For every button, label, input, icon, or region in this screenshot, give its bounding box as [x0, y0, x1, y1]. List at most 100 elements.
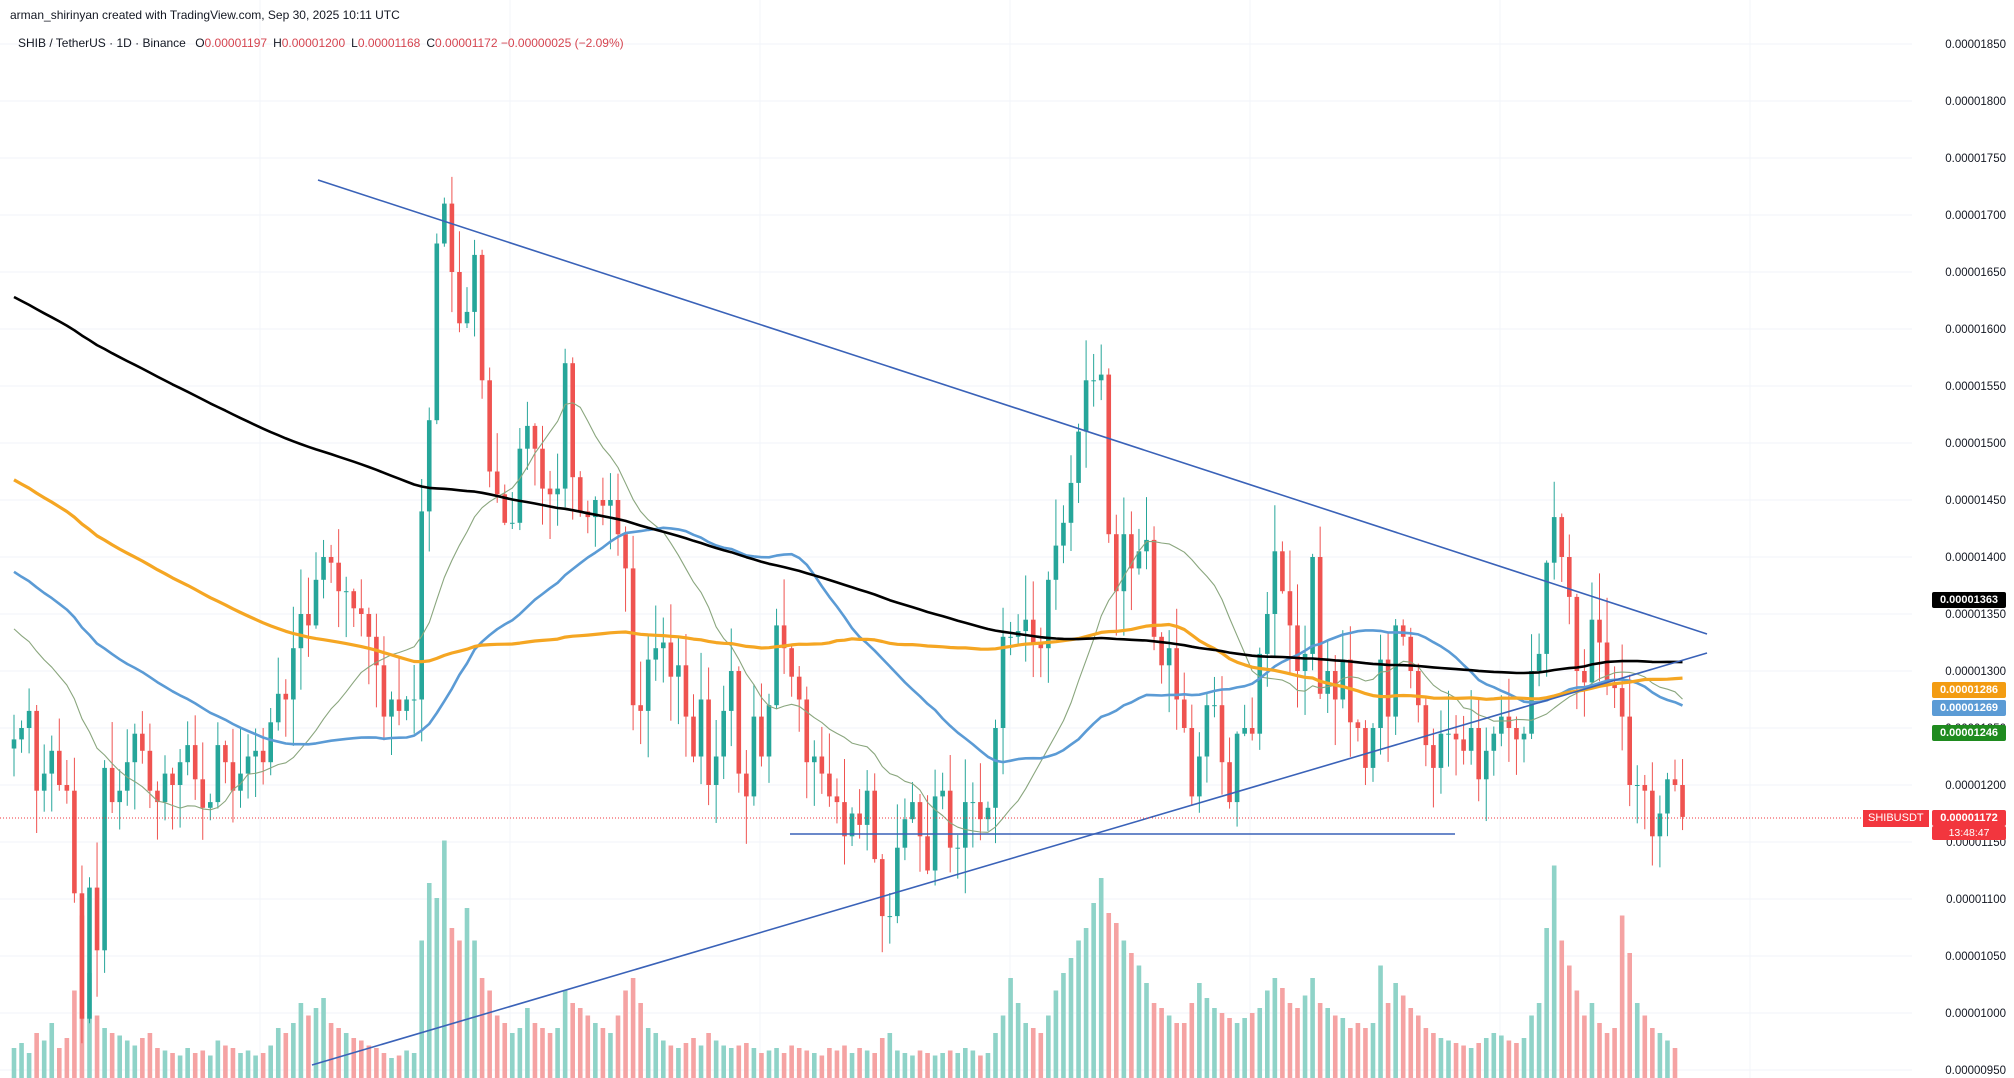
- y-tick-label: 0.00001650: [1945, 267, 2006, 279]
- volume-bar: [638, 1003, 643, 1078]
- volume-bar: [706, 1033, 711, 1078]
- volume-bar: [1582, 1015, 1587, 1078]
- candle-body: [970, 802, 976, 804]
- volume-bar: [1098, 878, 1104, 1078]
- ohlc-value-4: −0.00000025 (−2.09%): [500, 36, 624, 50]
- ma20-line[interactable]: [13, 402, 1683, 833]
- volume-bar: [1416, 1015, 1421, 1078]
- volume-bar: [932, 1055, 938, 1078]
- candle-body: [1634, 785, 1640, 786]
- candle-body: [192, 745, 198, 780]
- y-tick-label: 0.00001750: [1945, 153, 2006, 165]
- volume-bar: [1023, 1023, 1028, 1078]
- volume-bar: [1265, 990, 1270, 1078]
- chart-grid: [0, 0, 1912, 1078]
- volume-bar: [411, 1053, 417, 1078]
- candle-body: [1483, 750, 1489, 780]
- candle-body: [472, 254, 477, 312]
- volume-bar: [1129, 953, 1134, 1078]
- volume-bar: [238, 1053, 243, 1078]
- volume-bar: [1378, 965, 1383, 1078]
- candle-body: [728, 671, 734, 711]
- volume-bar: [147, 1033, 153, 1078]
- candle-body: [517, 448, 523, 523]
- candle-body: [328, 557, 334, 563]
- volume-bar: [321, 998, 326, 1078]
- candle-body: [759, 716, 764, 757]
- candle-body: [1672, 779, 1678, 785]
- candle-body: [404, 699, 409, 711]
- candle-body: [215, 745, 221, 803]
- candle-body: [79, 893, 85, 1019]
- volume-bar: [683, 1043, 689, 1078]
- ma200-line[interactable]: [13, 295, 1683, 675]
- volume-bar: [366, 1045, 372, 1078]
- lower-trendline[interactable]: [311, 652, 1708, 1066]
- candle-body: [1265, 614, 1270, 654]
- volume-bar: [1280, 988, 1285, 1078]
- volume-bar: [419, 940, 424, 1078]
- candle-body: [1363, 728, 1368, 768]
- candle-body: [223, 745, 228, 763]
- volume-bar: [132, 1045, 138, 1078]
- volume-bar: [547, 1033, 553, 1078]
- price-axis[interactable]: 0.00001850 0.00001800 0.00001750 0.00001700…: [1945, 39, 2006, 1077]
- candle-body: [1272, 551, 1278, 614]
- volume-bar: [1461, 1045, 1466, 1078]
- volume-bar: [774, 1048, 779, 1078]
- candle-body: [1544, 562, 1549, 654]
- candle-body: [1340, 659, 1346, 700]
- ma50-line[interactable]: [13, 526, 1684, 764]
- candle-body: [502, 494, 508, 523]
- candle-body: [1536, 653, 1542, 671]
- candle-body: [1068, 482, 1074, 523]
- candle-body: [676, 665, 681, 677]
- volume-bar: [1174, 1023, 1179, 1078]
- volume-bar: [517, 1028, 523, 1078]
- candle-body: [1393, 625, 1398, 717]
- candle-body: [1227, 762, 1232, 803]
- candle-body: [1355, 722, 1361, 728]
- candle-body: [645, 659, 651, 711]
- volume-bar: [532, 1023, 538, 1078]
- volume-bar: [1076, 940, 1081, 1078]
- symbol-badge: SHIBUSDT: [1863, 810, 1929, 827]
- volume-bar: [1536, 1003, 1542, 1078]
- ohlc-label-l: L: [351, 36, 358, 50]
- volume-bar: [389, 1058, 394, 1078]
- volume-bar: [1589, 1003, 1595, 1078]
- candle-body: [260, 750, 266, 763]
- volume-bar: [1634, 1003, 1640, 1078]
- volume-bar: [698, 1045, 704, 1078]
- candle-body: [1000, 636, 1006, 728]
- candle-body: [306, 614, 311, 626]
- volume-bar: [19, 1043, 24, 1078]
- candle-body: [1567, 557, 1572, 597]
- volume-bar: [396, 1055, 402, 1078]
- candle-body: [494, 471, 500, 495]
- upper-trendline[interactable]: [317, 179, 1708, 635]
- volume-bar: [155, 1048, 160, 1078]
- candle-body: [1438, 733, 1444, 768]
- ma100-line[interactable]: [13, 478, 1683, 701]
- volume-bar: [1468, 1048, 1474, 1078]
- y-tick-label: 0.00001000: [1945, 1008, 2006, 1020]
- candle-body: [1310, 557, 1315, 654]
- candle-body: [540, 448, 545, 489]
- volume-bar: [1114, 923, 1119, 1078]
- y-tick-label: 0.00001500: [1945, 438, 2006, 450]
- volume-bar: [102, 1028, 107, 1078]
- candle-body: [615, 500, 621, 535]
- volume-bar: [608, 1033, 613, 1078]
- candle-body: [834, 796, 840, 803]
- volume-bar: [1332, 1015, 1338, 1078]
- volume-bar: [1030, 1028, 1036, 1078]
- candle-body: [479, 254, 485, 381]
- volume-bar: [1567, 965, 1572, 1078]
- candle-body: [1559, 517, 1565, 557]
- volume-bar: [759, 1053, 764, 1078]
- candle-body: [1212, 705, 1217, 707]
- volume-bar: [789, 1045, 794, 1078]
- candle-body: [457, 272, 462, 324]
